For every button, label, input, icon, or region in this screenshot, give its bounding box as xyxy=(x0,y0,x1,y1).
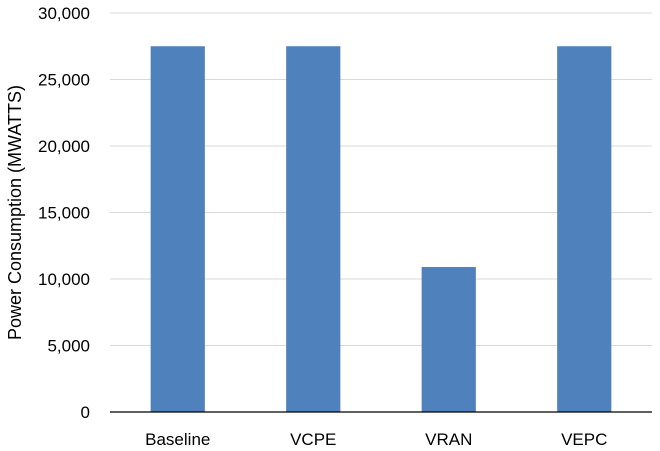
y-tick-label: 25,000 xyxy=(38,71,90,90)
y-axis-title: Power Consumption (MWATTS) xyxy=(5,85,25,340)
y-tick-label: 20,000 xyxy=(38,137,90,156)
y-tick-label: 10,000 xyxy=(38,270,90,289)
bar-vcpe xyxy=(286,46,341,412)
x-tick-label-vran: VRAN xyxy=(425,430,472,449)
y-tick-label: 15,000 xyxy=(38,204,90,223)
x-tick-label-vcpe: VCPE xyxy=(290,430,336,449)
bar-vran xyxy=(421,267,476,412)
y-tick-label: 5,000 xyxy=(47,337,90,356)
x-tick-labels: Baseline VCPE VRAN VEPC xyxy=(145,430,607,449)
y-tick-labels: 0 5,000 10,000 15,000 20,000 25,000 30,000 xyxy=(38,4,90,422)
y-tick-label: 0 xyxy=(81,403,90,422)
bar-baseline xyxy=(150,46,205,412)
x-tick-label-vepc: VEPC xyxy=(561,430,607,449)
bars xyxy=(150,46,612,412)
y-tick-label: 30,000 xyxy=(38,4,90,23)
x-tick-label-baseline: Baseline xyxy=(145,430,210,449)
bar-vepc xyxy=(557,46,612,412)
